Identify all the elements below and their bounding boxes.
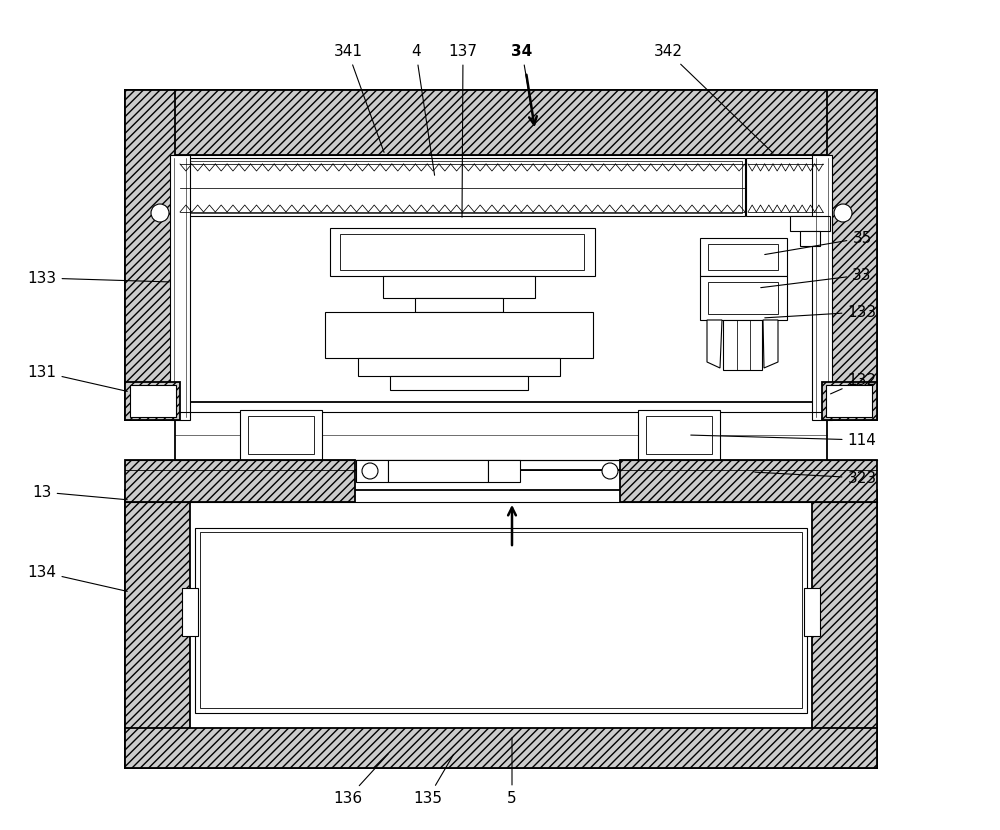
Bar — [826, 385, 872, 417]
Bar — [175, 158, 745, 216]
Bar — [638, 410, 720, 460]
Bar — [325, 312, 593, 358]
Bar — [175, 155, 827, 420]
Text: 134: 134 — [28, 564, 127, 592]
Bar — [125, 490, 877, 768]
Bar — [415, 298, 503, 312]
Bar — [178, 161, 742, 213]
Bar — [170, 155, 190, 420]
Text: 133: 133 — [27, 271, 169, 286]
Bar — [125, 490, 190, 768]
Bar — [812, 155, 832, 420]
Text: 4: 4 — [411, 45, 435, 175]
Bar — [130, 385, 176, 417]
Bar — [356, 460, 388, 482]
Bar — [248, 416, 314, 454]
Bar — [358, 358, 560, 376]
Circle shape — [834, 204, 852, 222]
Bar — [488, 460, 520, 482]
Text: 135: 135 — [414, 754, 454, 805]
Bar — [708, 282, 778, 314]
Bar — [804, 588, 820, 636]
Polygon shape — [723, 320, 762, 370]
Bar — [182, 588, 198, 636]
Text: 34: 34 — [511, 45, 535, 125]
Text: 5: 5 — [507, 738, 517, 805]
Bar — [790, 216, 830, 231]
Bar — [812, 490, 877, 768]
Bar — [125, 728, 877, 768]
Bar — [800, 231, 820, 246]
Bar — [240, 410, 322, 460]
Text: 323: 323 — [755, 471, 877, 486]
Bar — [822, 382, 877, 420]
Bar — [125, 90, 175, 420]
Bar — [388, 460, 488, 482]
Polygon shape — [763, 320, 778, 368]
Text: 35: 35 — [765, 231, 872, 255]
Bar — [708, 244, 778, 270]
Bar — [700, 238, 787, 276]
Text: 33: 33 — [761, 267, 872, 288]
Text: 342: 342 — [654, 45, 773, 153]
Text: 136: 136 — [333, 754, 388, 805]
Bar — [125, 90, 877, 155]
Bar — [175, 402, 827, 470]
Bar — [125, 382, 180, 420]
Bar — [383, 276, 535, 298]
Text: 132: 132 — [831, 373, 876, 394]
Circle shape — [362, 463, 378, 479]
Bar — [125, 460, 355, 502]
Text: 137: 137 — [448, 45, 478, 217]
Text: 114: 114 — [691, 432, 876, 447]
Text: 133: 133 — [765, 305, 877, 320]
Bar — [746, 158, 825, 216]
Bar — [646, 416, 712, 454]
Text: 13: 13 — [32, 485, 127, 500]
Bar — [620, 460, 877, 502]
Bar — [195, 528, 807, 713]
Bar — [390, 376, 528, 390]
Bar — [340, 234, 584, 270]
Bar — [200, 532, 802, 708]
Bar — [330, 228, 595, 276]
Circle shape — [151, 204, 169, 222]
Text: 341: 341 — [334, 45, 384, 153]
Bar — [700, 276, 787, 320]
Text: 131: 131 — [28, 364, 127, 392]
Circle shape — [602, 463, 618, 479]
Bar — [827, 90, 877, 420]
Polygon shape — [707, 320, 722, 368]
Bar — [125, 90, 877, 420]
